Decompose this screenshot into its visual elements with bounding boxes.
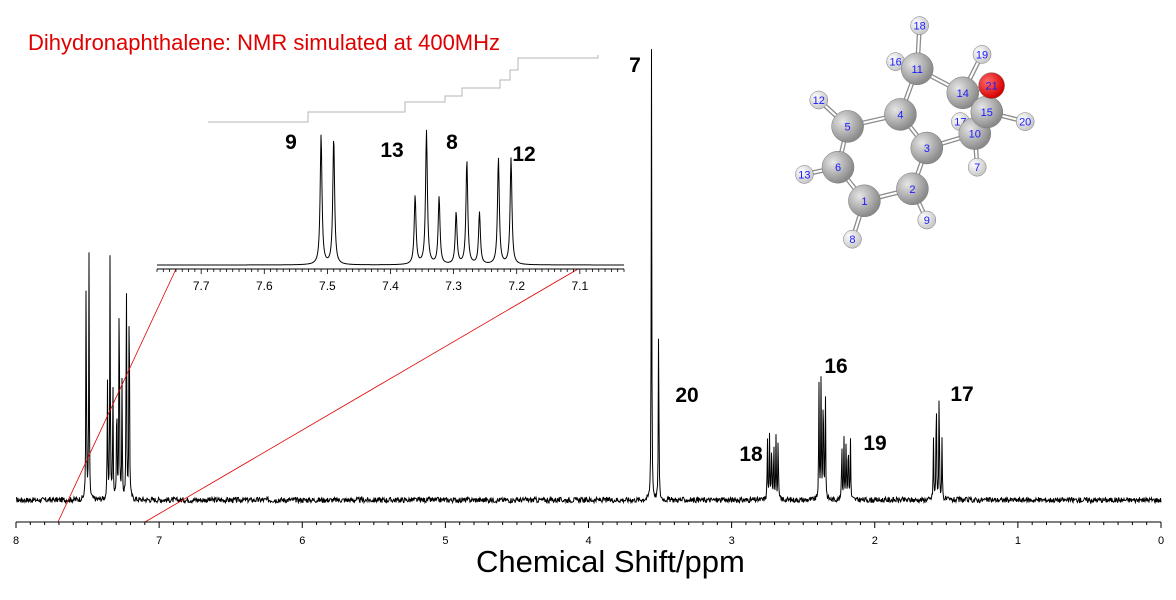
atom-C-1 xyxy=(848,184,881,218)
atom-label-20: 20 xyxy=(1019,117,1031,129)
inset-trace xyxy=(157,129,624,266)
atom-label-13: 13 xyxy=(798,169,810,181)
atom-label-18: 18 xyxy=(913,21,925,33)
atom-label-5: 5 xyxy=(845,121,851,133)
atom-H-18 xyxy=(910,16,929,35)
x-tick-label: 6 xyxy=(299,535,305,547)
peak-label-20: 20 xyxy=(675,384,698,407)
atom-label-15: 15 xyxy=(981,107,993,119)
atom-label-12: 12 xyxy=(813,95,825,107)
atom-C-6 xyxy=(821,150,855,184)
atom-label-6: 6 xyxy=(835,162,841,174)
inset-tick-label: 7.5 xyxy=(319,279,336,293)
peak-label-19: 19 xyxy=(863,432,886,455)
atom-label-8: 8 xyxy=(849,234,855,246)
atom-H-8 xyxy=(843,229,862,249)
atom-label-19: 19 xyxy=(976,49,988,61)
inset-group: 7.7 7.6 7.5 7.4 7.3 7.2 7.1 9 13 8 12 xyxy=(156,55,625,293)
atom-label-11: 11 xyxy=(911,64,922,76)
inset-peak-label-13: 13 xyxy=(380,139,403,162)
atom-label-7: 7 xyxy=(974,162,980,174)
inset-peak-label-12: 12 xyxy=(512,143,535,166)
atom-H-19 xyxy=(972,45,992,64)
atom-O-21 xyxy=(978,72,1005,99)
zoom-line-left xyxy=(57,268,177,523)
atom-C-4 xyxy=(884,98,917,131)
atom-H-20 xyxy=(1015,112,1035,131)
atom-label-16: 16 xyxy=(889,57,901,69)
atom-H-13 xyxy=(795,165,814,184)
inset-tick-label: 7.4 xyxy=(382,279,399,293)
atom-C-3 xyxy=(910,131,944,165)
inset-peak-label-9: 9 xyxy=(285,131,297,154)
atom-label-9: 9 xyxy=(924,215,930,227)
atom-H-9 xyxy=(917,210,937,230)
x-tick-label: 2 xyxy=(872,535,878,547)
x-axis-group: 8 7 6 5 4 3 2 1 0 xyxy=(13,521,1164,547)
integral-curve xyxy=(208,55,599,123)
main-spectrum-group xyxy=(15,49,1162,505)
inset-tick-label: 7.7 xyxy=(193,279,210,293)
zoom-lines-group xyxy=(57,268,579,523)
inset-tick-label: 7.3 xyxy=(445,279,462,293)
x-axis-label: Chemical Shift/ppm xyxy=(476,544,745,579)
atom-C-11 xyxy=(900,52,934,86)
x-tick-label: 7 xyxy=(156,535,162,547)
atom-H-7 xyxy=(967,157,987,177)
spectrum-trace xyxy=(15,49,1162,505)
x-tick-label: 5 xyxy=(442,535,448,547)
peak-label-16: 16 xyxy=(824,355,847,378)
chart-title: Dihydronaphthalene: NMR simulated at 400… xyxy=(28,30,501,55)
atom-label-4: 4 xyxy=(897,109,903,121)
atom-H-12 xyxy=(809,90,829,110)
atom-C-5 xyxy=(831,110,864,143)
peak-label-7: 7 xyxy=(629,54,641,77)
x-tick-label: 4 xyxy=(585,535,591,547)
atom-C-14 xyxy=(946,76,980,110)
atom-label-3: 3 xyxy=(924,143,930,155)
inset-tick-label: 7.2 xyxy=(508,279,525,293)
inset-tick-label: 7.6 xyxy=(256,279,273,293)
zoom-line-right xyxy=(144,268,579,523)
atom-label-10: 10 xyxy=(969,129,981,141)
atom-C-2 xyxy=(896,172,929,206)
x-tick-label: 1 xyxy=(1015,535,1021,547)
peak-label-17: 17 xyxy=(950,383,973,406)
atom-label-1: 1 xyxy=(861,196,867,208)
peak-label-18: 18 xyxy=(739,443,763,466)
x-tick-label: 8 xyxy=(13,535,19,547)
x-tick-label: 0 xyxy=(1158,535,1164,547)
inset-peak-label-8: 8 xyxy=(446,131,458,154)
inset-tick-label: 7.1 xyxy=(571,279,588,293)
atom-label-2: 2 xyxy=(909,184,915,196)
atom-label-21: 21 xyxy=(985,81,997,93)
x-tick-label: 3 xyxy=(729,535,735,547)
atom-label-14: 14 xyxy=(957,88,969,100)
